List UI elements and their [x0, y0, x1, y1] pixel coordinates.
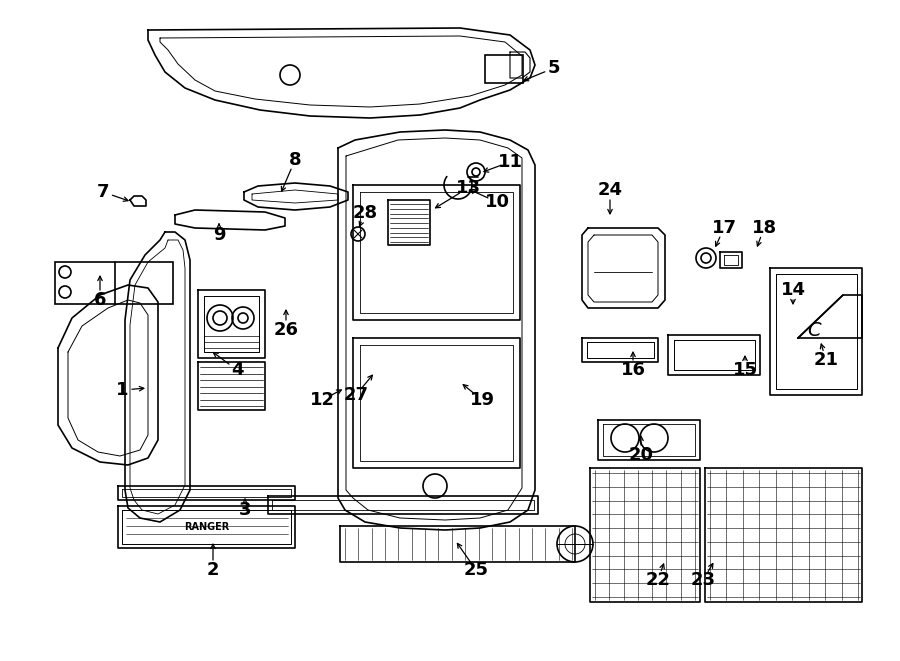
Text: RANGER: RANGER: [184, 522, 230, 532]
Text: 27: 27: [344, 386, 368, 404]
Text: 19: 19: [470, 391, 494, 409]
Text: 11: 11: [498, 153, 523, 171]
Text: 14: 14: [780, 281, 806, 299]
Text: 22: 22: [645, 571, 670, 589]
Text: 18: 18: [752, 219, 777, 237]
Text: 5: 5: [548, 59, 560, 77]
Text: 7: 7: [97, 183, 109, 201]
Text: 28: 28: [353, 204, 378, 222]
Text: 20: 20: [628, 446, 653, 464]
Text: 2: 2: [207, 561, 220, 579]
Text: 23: 23: [690, 571, 716, 589]
Text: 24: 24: [598, 181, 623, 199]
Text: 21: 21: [814, 351, 839, 369]
Bar: [55, 262, 173, 304]
Text: 10: 10: [484, 193, 509, 211]
Bar: [485, 55, 523, 83]
Text: 9: 9: [212, 226, 225, 244]
Text: 13: 13: [455, 179, 481, 197]
Text: 12: 12: [310, 391, 335, 409]
Text: 26: 26: [274, 321, 299, 339]
Text: 8: 8: [289, 151, 302, 169]
Text: 4: 4: [230, 361, 243, 379]
Text: 17: 17: [712, 219, 736, 237]
Text: 1: 1: [116, 381, 128, 399]
Text: 15: 15: [733, 361, 758, 379]
Text: 25: 25: [464, 561, 489, 579]
Text: 16: 16: [620, 361, 645, 379]
Text: 6: 6: [94, 291, 106, 309]
Text: 3: 3: [238, 501, 251, 519]
Text: C: C: [807, 321, 821, 340]
